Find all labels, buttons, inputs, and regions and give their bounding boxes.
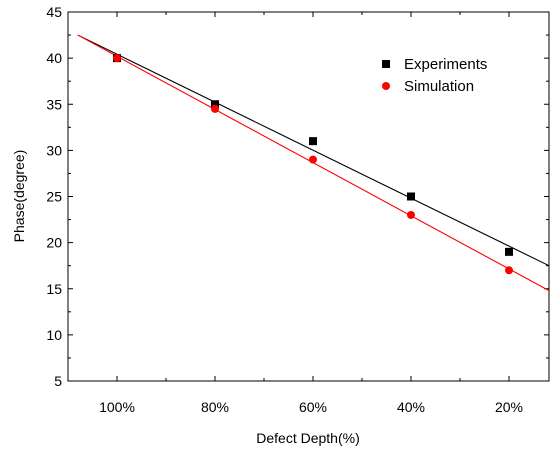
legend-marker bbox=[382, 82, 390, 90]
x-tick-label: 80% bbox=[201, 399, 229, 415]
x-tick-label: 100% bbox=[99, 399, 135, 415]
y-tick-label: 10 bbox=[46, 327, 62, 343]
data-point bbox=[113, 54, 121, 63]
y-tick-label: 25 bbox=[46, 189, 62, 205]
legend-label: Simulation bbox=[404, 78, 474, 95]
x-tick-label: 40% bbox=[397, 399, 425, 415]
legend-marker bbox=[382, 60, 390, 68]
data-point bbox=[407, 192, 415, 201]
y-tick-label: 40 bbox=[46, 50, 62, 66]
x-tick-label: 20% bbox=[495, 399, 523, 415]
data-point bbox=[211, 104, 219, 113]
data-point bbox=[309, 155, 317, 164]
y-tick-label: 20 bbox=[46, 235, 62, 251]
y-tick-label: 35 bbox=[46, 96, 62, 112]
y-tick-label: 15 bbox=[46, 281, 62, 297]
y-tick-label: 5 bbox=[54, 373, 62, 389]
x-tick-label: 60% bbox=[299, 399, 327, 415]
data-points bbox=[113, 54, 513, 275]
y-tick-label: 45 bbox=[46, 4, 62, 20]
x-axis: 100% 80% 60% 40% 20% bbox=[99, 12, 523, 415]
legend-label: Experiments bbox=[404, 56, 487, 73]
data-point bbox=[211, 100, 219, 109]
data-point bbox=[309, 137, 317, 146]
x-axis-title: Defect Depth(%) bbox=[256, 430, 359, 446]
data-point bbox=[407, 210, 415, 219]
data-point bbox=[505, 266, 513, 275]
fit-line bbox=[77, 34, 550, 267]
data-point bbox=[505, 247, 513, 256]
y-axis: 5 10 15 20 25 30 35 40 45 bbox=[46, 4, 549, 389]
y-tick-label: 30 bbox=[46, 142, 62, 158]
y-axis-title: Phase(degree) bbox=[11, 150, 27, 243]
legend: Experiments Simulation bbox=[382, 56, 487, 95]
